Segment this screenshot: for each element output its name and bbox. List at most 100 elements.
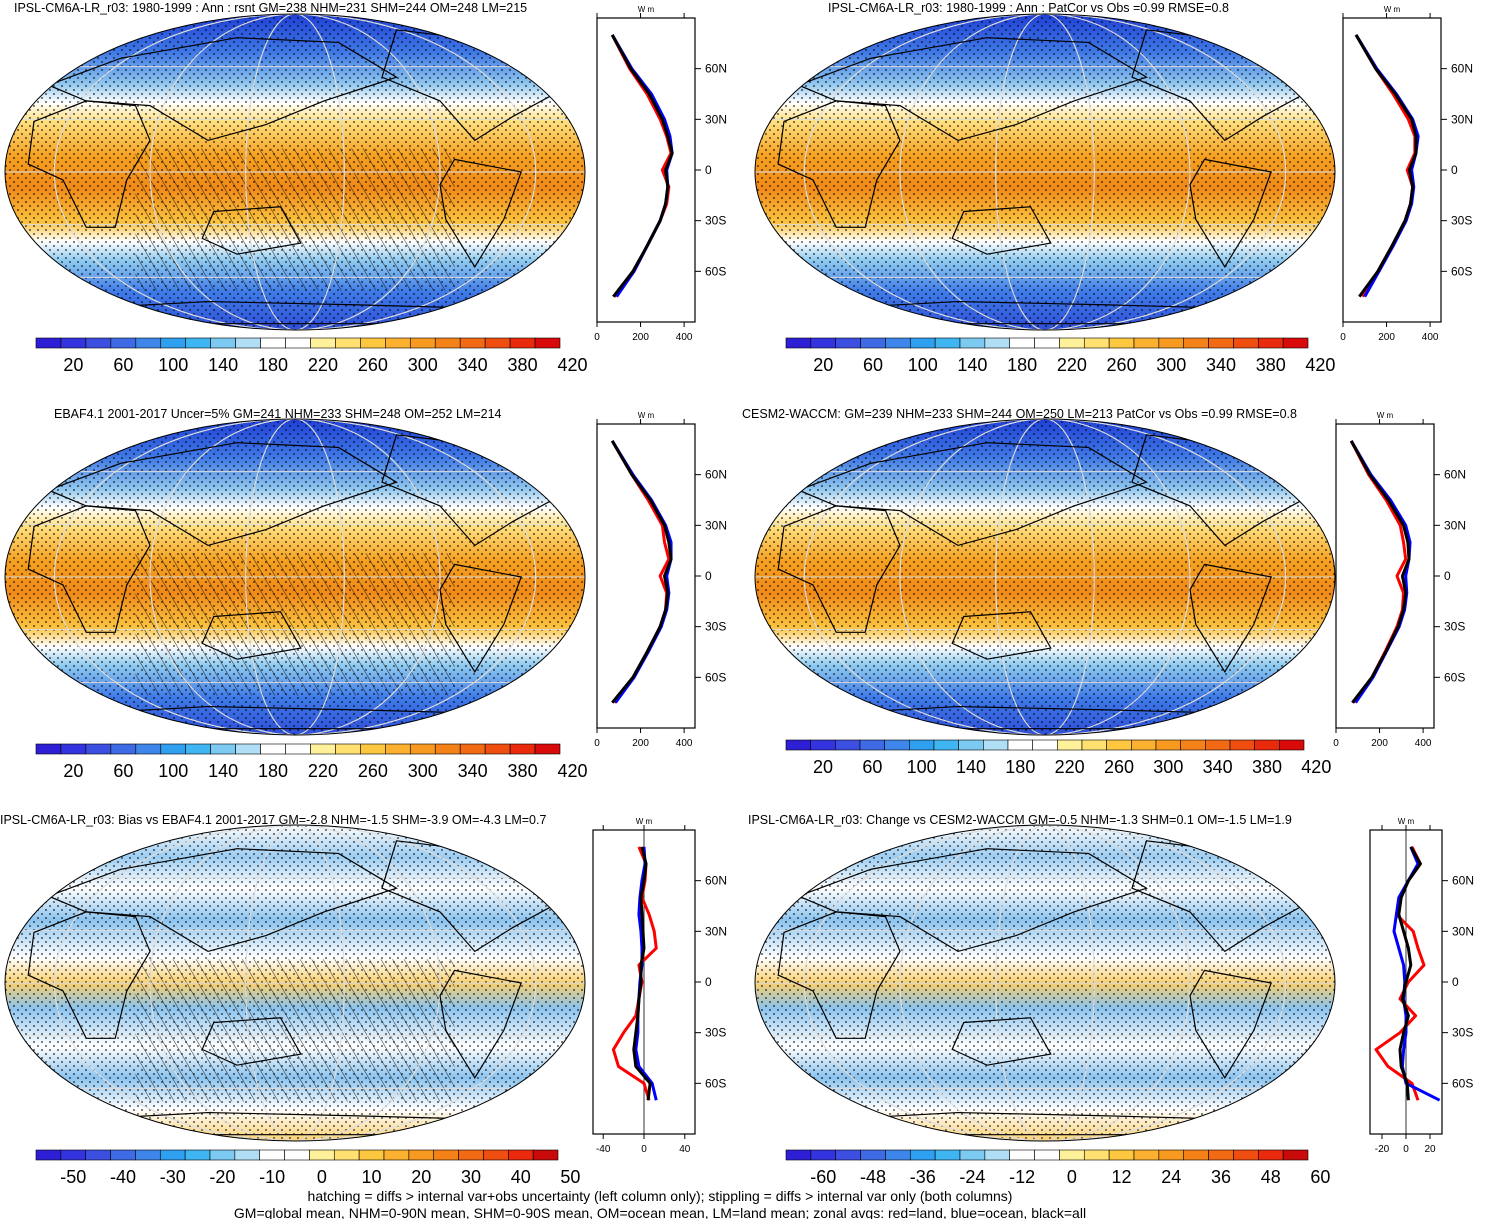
colorbar-swatch <box>160 743 187 755</box>
meridian-line <box>899 825 1191 1141</box>
colorbar-swatch <box>333 1149 360 1161</box>
colorbar-tick-label: 260 <box>358 355 388 375</box>
footer-line-1: hatching = diffs > internal var+obs unce… <box>308 1188 1013 1204</box>
colorbar-swatch <box>983 739 1009 751</box>
map-4 <box>754 418 1336 736</box>
colorbar-tick-label: 260 <box>1104 757 1134 777</box>
colorbar-swatch <box>859 739 885 751</box>
colorbar-swatch <box>458 1149 484 1161</box>
colorbar-tick-label: 300 <box>408 761 438 781</box>
colorbar-swatch <box>1183 337 1209 349</box>
colorbar-swatch <box>385 337 411 349</box>
colorbar-1: 20 60 100 140 180 220 260 300 340 380 420 <box>35 337 587 375</box>
coastline <box>951 611 1052 660</box>
meridian-line <box>245 14 345 330</box>
zonal-series-line-3 <box>1349 440 1411 704</box>
colorbar-tick-label: -12 <box>1009 1167 1035 1187</box>
coastline <box>796 848 1148 953</box>
colorbar-swatch <box>909 337 936 349</box>
colorbar-tick-label: 220 <box>1057 355 1087 375</box>
colorbar-tick-label: 10 <box>362 1167 382 1187</box>
colorbar-swatch <box>35 337 62 349</box>
colorbar-swatch <box>1083 1149 1110 1161</box>
colorbar-swatch <box>785 1149 812 1161</box>
colorbar-swatch <box>360 743 386 755</box>
lat-tick-label: 30S <box>1452 1026 1473 1040</box>
colorbar-swatch <box>1233 337 1259 349</box>
panel-5: 60N 30N 0 30S 60S -40 0 40 W m -50 -40 -30 -20 -10 0 10… <box>4 817 727 1187</box>
colorbar-tick-label: 180 <box>258 761 288 781</box>
zonal-series-line-3 <box>1354 34 1418 298</box>
colorbar-swatch <box>60 337 87 349</box>
lat-tick-label: 30S <box>1451 214 1472 228</box>
colorbar-swatch <box>60 1149 87 1161</box>
panel-title-3: EBAF4.1 2001-2017 Uncer=5% GM=241 NHM=23… <box>54 407 502 421</box>
colorbar-tick-label: 140 <box>957 355 987 375</box>
zonal-x-tick-label: 20 <box>1424 1144 1436 1155</box>
meridian-line <box>149 825 441 1141</box>
coastline <box>796 442 1148 547</box>
coastline <box>1189 158 1273 268</box>
map-2 <box>754 13 1336 331</box>
colorbar-tick-label: 50 <box>560 1167 580 1187</box>
map-6 <box>754 824 1336 1142</box>
colorbar-swatch <box>1208 337 1234 349</box>
colorbar-tick-label: 0 <box>317 1167 327 1187</box>
zonal-x-tick-label: 400 <box>1415 738 1432 749</box>
colorbar-tick-label: 260 <box>358 761 388 781</box>
zonal-x-tick-label: -40 <box>596 1144 611 1155</box>
map-3 <box>4 418 586 736</box>
lat-tick-label: 60N <box>1444 468 1466 482</box>
colorbar-tick-label: 60 <box>113 761 133 781</box>
coastline <box>46 37 398 142</box>
coastline <box>201 611 302 660</box>
colorbar-swatch <box>135 743 162 755</box>
colorbar-tick-label: 24 <box>1161 1167 1181 1187</box>
colorbar-tick-label: -50 <box>60 1167 86 1187</box>
colorbar-tick-label: -40 <box>110 1167 136 1187</box>
zonal-x-tick-label: 400 <box>1422 332 1439 343</box>
colorbar-6: -60 -48 -36 -24 -12 0 12 24 36 48 60 <box>785 1149 1330 1187</box>
colorbar-swatch <box>1059 1149 1085 1161</box>
lat-tick-label: 60N <box>1451 62 1473 76</box>
colorbar-tick-label: 220 <box>308 761 338 781</box>
zonal-x-tick-label: 200 <box>632 332 649 343</box>
zonal-plot-2: 60N 30N 0 30S 60S 0 200 400 W m <box>1340 5 1473 343</box>
colorbar-swatch <box>260 337 286 349</box>
hatching <box>135 553 455 696</box>
colorbar-swatch <box>310 743 336 755</box>
colorbar-swatch <box>1009 1149 1035 1161</box>
colorbar-tick-label: 420 <box>557 355 587 375</box>
colorbar-swatch <box>1057 739 1083 751</box>
colorbar-2: 20 60 100 140 180 220 260 300 340 380 420 <box>785 337 1335 375</box>
colorbar-swatch <box>860 1149 886 1161</box>
map-1 <box>4 13 586 331</box>
lat-tick-label: 60S <box>705 264 726 278</box>
zonal-plot-5: 60N 30N 0 30S 60S -40 0 40 W m <box>592 817 727 1155</box>
colorbar-swatch <box>483 1149 509 1161</box>
colorbar-tick-label: 340 <box>1203 757 1233 777</box>
colorbar-swatch <box>959 1149 986 1161</box>
hatching <box>135 148 455 291</box>
meridian-line <box>149 419 441 735</box>
meridian-line <box>53 14 537 330</box>
meridian-line <box>803 419 1287 735</box>
colorbar-swatch <box>434 743 461 755</box>
colorbar-tick-label: 140 <box>208 355 238 375</box>
colorbar-tick-label: 180 <box>258 355 288 375</box>
colorbar-swatch <box>959 337 986 349</box>
lat-tick-label: 60N <box>1452 874 1474 888</box>
colorbar-swatch <box>159 1149 186 1161</box>
colorbar-swatch <box>285 337 311 349</box>
colorbar-swatch <box>135 1149 161 1161</box>
colorbar-swatch <box>1254 739 1280 751</box>
colorbar-swatch <box>810 1149 837 1161</box>
meridian-line <box>245 419 345 735</box>
lat-tick-label: 60S <box>705 670 726 684</box>
colorbar-tick-label: 60 <box>113 355 133 375</box>
colorbar-swatch <box>1257 337 1284 349</box>
colorbar-swatch <box>507 1149 534 1161</box>
